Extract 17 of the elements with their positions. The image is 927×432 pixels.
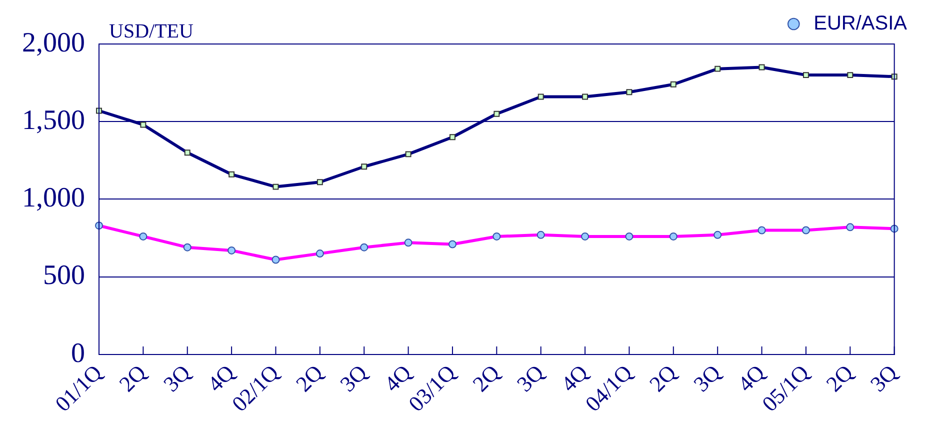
legend-label: EUR/ASIA <box>814 12 908 35</box>
y-tick-label: 0 <box>71 338 85 369</box>
x-tick-label: 3Q <box>688 360 726 396</box>
x-tick-label: 3Q <box>865 360 902 396</box>
x-tick-label: 2Q <box>821 360 858 396</box>
y-tick-label: 500 <box>43 260 85 292</box>
x-tick-label: 3Q <box>335 360 372 396</box>
x-tick-label: 2Q <box>468 360 504 396</box>
y-axis-title: USD/TEU <box>109 20 194 42</box>
y-tick-label: 2,000 <box>22 27 85 58</box>
x-tick-label: 2Q <box>114 360 151 396</box>
x-tick-label: 2Q <box>644 360 682 396</box>
y-tick-label: 1,000 <box>22 182 85 214</box>
x-tick-label: 3Q <box>158 360 196 396</box>
x-tick-label: 2Q <box>290 360 328 396</box>
y-tick-label: 1,500 <box>22 104 85 136</box>
x-tick-label: 3Q <box>512 360 549 396</box>
